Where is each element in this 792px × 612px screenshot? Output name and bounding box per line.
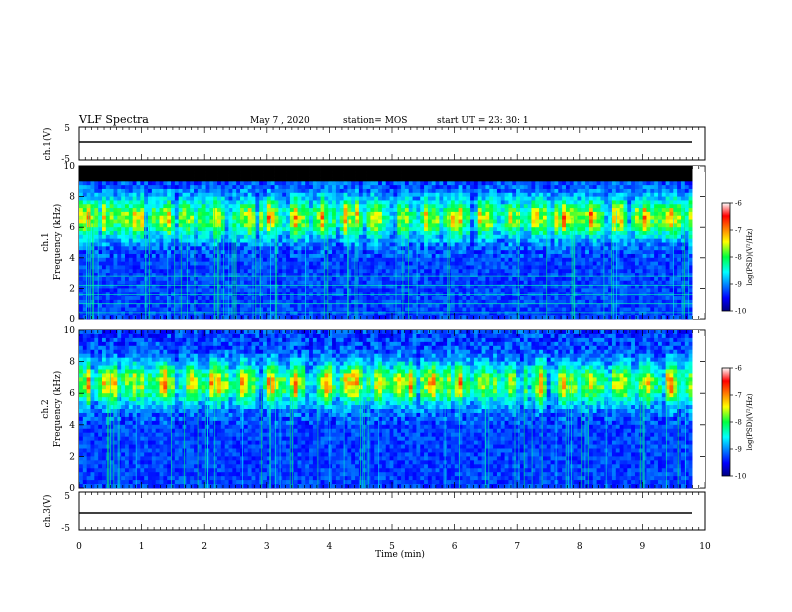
ch1-spec-ylabel-frequency: Frequency (kHz) bbox=[52, 204, 63, 281]
xtick-label: 0 bbox=[76, 542, 82, 552]
ch2-spectrogram-panel: 0 2 4 6 8 10 ch.2 Frequency (kHz) -6 -7 -8 -9 -10… bbox=[41, 326, 754, 494]
ytick-label: 2 bbox=[69, 284, 75, 294]
ytick-label: 4 bbox=[69, 254, 75, 264]
ytick-label: 0 bbox=[69, 315, 75, 325]
ytick-label: 8 bbox=[69, 193, 75, 203]
x-axis-label: Time (min) bbox=[375, 549, 425, 560]
colorbar-tick-label: -10 bbox=[735, 308, 746, 316]
xtick-label: 7 bbox=[514, 542, 520, 552]
ch1-colorbar-label: log(PSD)(V²/Hz) bbox=[746, 228, 754, 285]
ytick-label: 6 bbox=[69, 389, 75, 399]
xtick-label: 5 bbox=[389, 542, 395, 552]
figure-title: VLF Spectra bbox=[78, 113, 149, 126]
xtick-label: 4 bbox=[327, 542, 333, 552]
colorbar-tick-label: -7 bbox=[735, 392, 742, 400]
colorbar-tick-label: -10 bbox=[735, 473, 746, 481]
station-label: station= MOS bbox=[343, 116, 407, 126]
colorbar-tick-label: -7 bbox=[735, 227, 742, 235]
xtick-label: 6 bbox=[452, 542, 458, 552]
ytick-label: 10 bbox=[64, 326, 76, 336]
xtick-label: 2 bbox=[201, 542, 207, 552]
start-time-label: start UT = 23: 30: 1 bbox=[437, 116, 529, 126]
ch3-ytick-bottom: -5 bbox=[61, 524, 70, 534]
ch1-colorbar: -6 -7 -8 -9 -10 log(PSD)(V²/Hz) bbox=[721, 200, 754, 316]
ytick-label: 8 bbox=[69, 358, 75, 368]
colorbar-tick-label: -9 bbox=[735, 446, 742, 454]
xtick-label: 1 bbox=[139, 542, 145, 552]
ch1-spectrogram-image bbox=[79, 166, 705, 320]
ytick-label: 10 bbox=[64, 162, 76, 172]
ch1-ytick-bottom: -5 bbox=[61, 155, 70, 165]
ytick-label: 6 bbox=[69, 223, 75, 233]
ch2-spec-ylabel-frequency: Frequency (kHz) bbox=[52, 371, 63, 448]
ch2-colorbar: -6 -7 -8 -9 -10 log(PSD)(V²/Hz) bbox=[721, 365, 754, 481]
ch1-ytick-top: 5 bbox=[64, 124, 70, 134]
xtick-label: 8 bbox=[577, 542, 583, 552]
colorbar-tick-label: -6 bbox=[735, 365, 742, 373]
ch2-spec-ylabel-channel: ch.2 bbox=[41, 399, 51, 418]
ch1-ylabel: ch.1(V) bbox=[42, 128, 53, 161]
ytick-label: 4 bbox=[69, 421, 75, 431]
xtick-label: 3 bbox=[264, 542, 270, 552]
ch2-colorbar-label: log(PSD)(V²/Hz) bbox=[746, 393, 754, 450]
colorbar-tick-label: -6 bbox=[735, 200, 742, 208]
colorbar-tick-label: -8 bbox=[735, 419, 742, 427]
ch2-spectrogram-image bbox=[79, 330, 705, 489]
colorbar-tick-label: -9 bbox=[735, 281, 742, 289]
ch3-voltage-panel: 5 -5 ch.3(V) bbox=[42, 491, 706, 534]
ch3-ytick-top: 5 bbox=[64, 492, 70, 502]
xtick-label: 10 bbox=[699, 542, 711, 552]
x-axis-tick-labels: 0 1 2 3 4 5 6 7 8 9 10 bbox=[76, 542, 711, 552]
ch1-spec-ylabel-channel: ch.1 bbox=[41, 232, 51, 251]
xtick-label: 9 bbox=[640, 542, 646, 552]
date-label: May 7 , 2020 bbox=[250, 116, 310, 126]
ch3-ylabel: ch.3(V) bbox=[42, 495, 53, 528]
ytick-label: 2 bbox=[69, 452, 75, 462]
ch1-spectrogram-panel: 0 2 4 6 8 10 ch.1 Frequency (kHz) -6 -7 -8 -9 -10… bbox=[41, 162, 754, 325]
ytick-label: 0 bbox=[69, 484, 75, 494]
colorbar-tick-label: -8 bbox=[735, 254, 742, 262]
ch1-voltage-panel: 5 -5 ch.1(V) bbox=[42, 124, 706, 165]
